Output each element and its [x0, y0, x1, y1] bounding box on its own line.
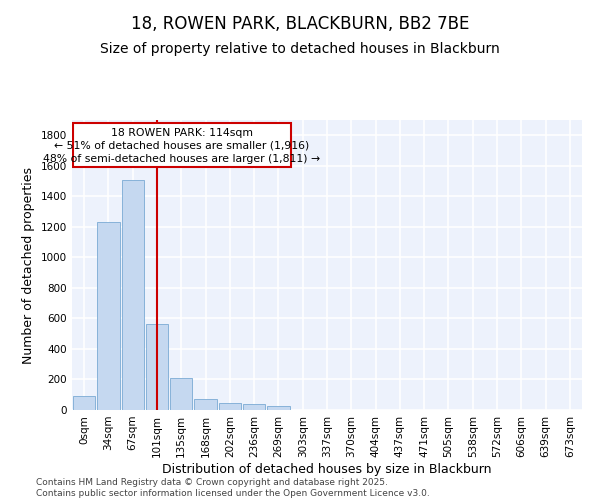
- Y-axis label: Number of detached properties: Number of detached properties: [22, 166, 35, 364]
- Bar: [243, 404, 265, 410]
- Text: Contains HM Land Registry data © Crown copyright and database right 2025.
Contai: Contains HM Land Registry data © Crown c…: [36, 478, 430, 498]
- Bar: [97, 222, 119, 410]
- Bar: [267, 406, 290, 410]
- Text: Size of property relative to detached houses in Blackburn: Size of property relative to detached ho…: [100, 42, 500, 56]
- Bar: [170, 378, 193, 410]
- FancyBboxPatch shape: [73, 123, 290, 168]
- Bar: [218, 402, 241, 410]
- Bar: [146, 324, 168, 410]
- X-axis label: Distribution of detached houses by size in Blackburn: Distribution of detached houses by size …: [162, 462, 492, 475]
- Bar: [73, 396, 95, 410]
- Bar: [122, 180, 144, 410]
- Text: 18 ROWEN PARK: 114sqm
← 51% of detached houses are smaller (1,916)
48% of semi-d: 18 ROWEN PARK: 114sqm ← 51% of detached …: [43, 128, 320, 164]
- Text: 18, ROWEN PARK, BLACKBURN, BB2 7BE: 18, ROWEN PARK, BLACKBURN, BB2 7BE: [131, 15, 469, 33]
- Bar: [194, 400, 217, 410]
